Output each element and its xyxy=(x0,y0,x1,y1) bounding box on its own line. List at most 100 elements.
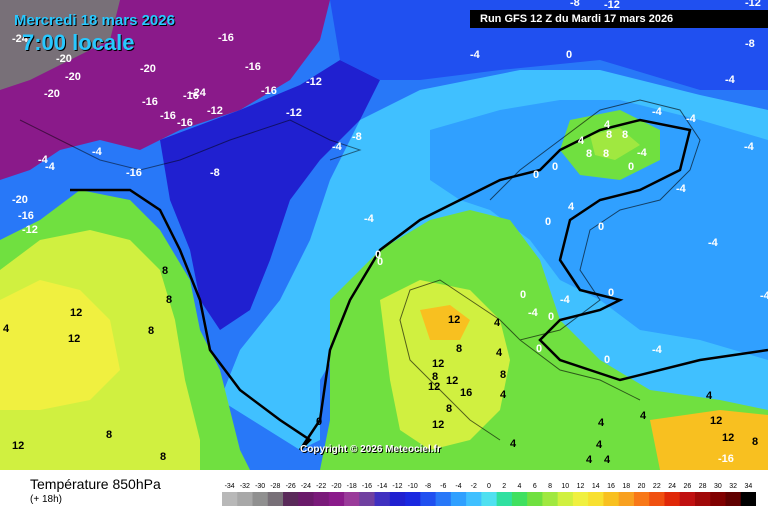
isotherm-label: 12 xyxy=(448,314,460,326)
isotherm-label: -4 xyxy=(686,113,697,125)
warm-region-europe-orange xyxy=(420,305,470,340)
scale-tick-label: 8 xyxy=(548,483,552,490)
coastline-greenland xyxy=(19,119,362,171)
scale-tick-label: 20 xyxy=(638,483,646,490)
isotherm-label: -4 xyxy=(528,307,539,319)
scandinavia-yellow xyxy=(590,128,640,160)
isotherm-label: 4 xyxy=(500,389,507,401)
isotherm-label: 4 xyxy=(494,317,501,329)
isotherm-label: -16 xyxy=(177,117,193,129)
isotherm-label: 0 xyxy=(628,161,634,173)
scale-swatch xyxy=(237,492,254,506)
cold-region-deep-blue xyxy=(160,60,380,330)
isotherm-label: -16 xyxy=(18,210,34,222)
isotherm-label: 8 xyxy=(500,369,506,381)
isotherm-label: 12 xyxy=(68,333,80,345)
isotherm-label: -4 xyxy=(560,294,571,306)
isotherm-label: -16 xyxy=(218,32,234,44)
scale-swatch xyxy=(374,492,391,506)
isotherm-label: -12 xyxy=(286,107,302,119)
scale-tick-label: 6 xyxy=(533,483,537,490)
isotherm-label: 0 xyxy=(552,161,558,173)
scale-swatch xyxy=(740,492,756,506)
legend-title: Température 850hPa xyxy=(30,476,161,492)
isotherm-label: 8 xyxy=(432,371,438,383)
scale-tick-label: -4 xyxy=(455,483,461,490)
scale-tick-label: -32 xyxy=(240,483,250,490)
scale-tick-label: -22 xyxy=(316,483,326,490)
scale-swatch xyxy=(603,492,620,506)
isotherm-label: 0 xyxy=(608,287,614,299)
copyright-notice: Copyright © 2026 Meteociel.fr xyxy=(300,444,441,455)
scale-swatch xyxy=(420,492,437,506)
scale-swatch xyxy=(222,492,238,506)
isotherm-label: 0 xyxy=(545,216,551,228)
isotherm-label: 4 xyxy=(604,454,611,466)
scale-tick-label: 4 xyxy=(518,483,522,490)
scale-swatch xyxy=(633,492,650,506)
scale-tick-label: 28 xyxy=(699,483,707,490)
scale-tick-label: -34 xyxy=(225,483,235,490)
scale-swatch xyxy=(450,492,467,506)
map-label-layer: -24-20-20-20-20-16-16-24-16-16-16-16-16-… xyxy=(3,0,768,466)
warm-region-europe-yellow xyxy=(380,280,510,450)
scale-swatch xyxy=(405,492,421,506)
isotherm-label: 0 xyxy=(598,221,604,233)
isotherm-label: 4 xyxy=(640,410,647,422)
isotherm-label: -4 xyxy=(332,141,343,153)
isotherm-label: 4 xyxy=(604,119,611,131)
scale-tick-label: -24 xyxy=(301,483,311,490)
isotherm-label: 8 xyxy=(162,265,168,277)
isotherm-label: 8 xyxy=(166,294,172,306)
isotherm-label: 0 xyxy=(316,416,322,428)
scale-tick-label: 2 xyxy=(502,483,506,490)
isotherm-label: 4 xyxy=(586,454,593,466)
isotherm-label: -20 xyxy=(65,71,81,83)
isotherm-label: 0 xyxy=(548,311,554,323)
isotherm-label: -8 xyxy=(745,38,755,50)
scale-tick-label: 26 xyxy=(683,483,691,490)
legend-subtitle: (+ 18h) xyxy=(30,494,62,505)
scale-swatch xyxy=(557,492,574,506)
isotherm-label: -20 xyxy=(56,53,72,65)
isotherm-label: 8 xyxy=(456,343,462,355)
isotherm-label: 4 xyxy=(510,438,517,450)
scale-tick-label: -10 xyxy=(408,483,418,490)
isotherm-label: -12 xyxy=(604,0,620,11)
scale-swatch xyxy=(389,492,406,506)
warm-region-southeast xyxy=(650,410,768,470)
scale-tick-label: -30 xyxy=(255,483,265,490)
isotherm-label: 4 xyxy=(3,323,10,335)
isotherm-label: -4 xyxy=(92,146,103,158)
isotherm-label: 0 xyxy=(566,49,572,61)
scale-tick-label: -12 xyxy=(392,483,402,490)
isotherm-label: -12 xyxy=(22,224,38,236)
scale-swatch xyxy=(328,492,345,506)
isotherm-label: -4 xyxy=(676,183,687,195)
isotherm-label: 0 xyxy=(520,289,526,301)
isotherm-label: 16 xyxy=(460,387,472,399)
forecast-date: Mercredi 18 mars 2026 xyxy=(14,12,175,29)
isotherm-label: -4 xyxy=(725,74,736,86)
region-very-light-blue xyxy=(430,100,768,360)
scale-swatch xyxy=(511,492,528,506)
scale-tick-label: -18 xyxy=(347,483,357,490)
isotherm-label: 8 xyxy=(160,451,166,463)
scale-swatch xyxy=(725,492,742,506)
isotherm-label: -4 xyxy=(652,106,663,118)
isotherm-label: -12 xyxy=(207,105,223,117)
scale-swatch xyxy=(572,492,589,506)
isotherm-label: 12 xyxy=(710,415,722,427)
scale-tick-label: 34 xyxy=(744,483,752,490)
temperature-map: -24-20-20-20-20-16-16-24-16-16-16-16-16-… xyxy=(0,0,768,470)
scale-tick-label: 16 xyxy=(607,483,615,490)
isotherm-label: 0 xyxy=(377,256,383,268)
scale-tick-label: 12 xyxy=(577,483,585,490)
scale-tick-label: -2 xyxy=(471,483,477,490)
scale-tick-label: 14 xyxy=(592,483,600,490)
scale-swatch xyxy=(252,492,269,506)
isotherm-label: -16 xyxy=(183,90,199,102)
scale-tick-label: -8 xyxy=(425,483,431,490)
zero-isotherm xyxy=(70,118,768,451)
scale-swatch xyxy=(435,492,452,506)
